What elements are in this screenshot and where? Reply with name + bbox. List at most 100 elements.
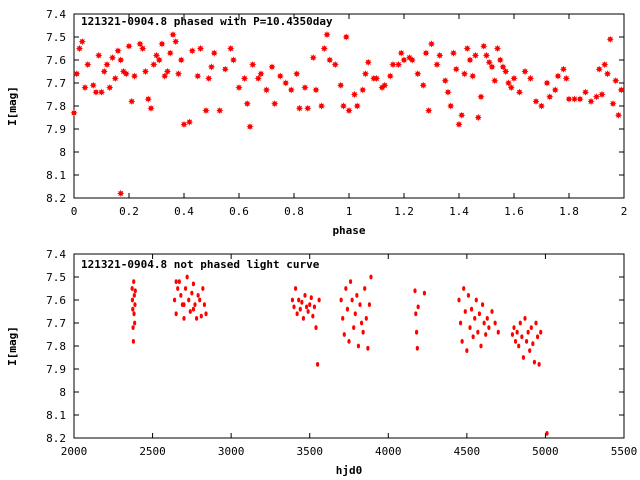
- unphased-data-point: [292, 304, 296, 310]
- unphased-data-point: [315, 362, 320, 367]
- unphased-data-point: [177, 279, 181, 284]
- unphased-data-point: [348, 279, 353, 284]
- unphased-data-point: [194, 316, 199, 321]
- unphased-data-point: [133, 302, 137, 307]
- phased-data-point: [345, 107, 353, 115]
- unphased-data-point: [191, 306, 196, 312]
- unphased-data-point: [493, 320, 497, 326]
- unphased-data-point: [130, 286, 134, 291]
- unphased-data-point: [414, 311, 418, 317]
- unphased-data-point: [308, 302, 312, 307]
- phased-data-point: [95, 51, 103, 59]
- unphased-data-point: [191, 281, 196, 287]
- phased-data-point: [301, 84, 309, 92]
- unphased-data-point: [185, 274, 189, 280]
- phased-x-tick-label: 0.8: [284, 205, 304, 218]
- unphased-data-point: [416, 304, 420, 310]
- unphased-data-point: [131, 306, 135, 312]
- phased-data-point: [331, 61, 339, 69]
- unphased-y-tick-label: 7.6: [46, 294, 66, 307]
- phased-data-point: [169, 31, 177, 39]
- unphased-data-point: [132, 311, 136, 317]
- phased-data-point: [227, 44, 235, 53]
- unphased-x-tick-label: 4500: [454, 445, 481, 458]
- phased-data-point: [570, 95, 579, 103]
- unphased-data-point: [415, 345, 419, 351]
- unphased-tick-labels: 2000 2500 3000 3500 4000 4500 5000 5500 7.4 7.5 7.…: [46, 248, 637, 458]
- phased-data-point: [106, 84, 114, 92]
- unphased-data-point: [468, 325, 472, 330]
- unphased-data-point: [317, 297, 321, 303]
- unphased-y-tick-label: 8.2: [46, 432, 66, 445]
- phased-data-point: [174, 70, 183, 78]
- unphased-data-point: [535, 334, 540, 340]
- unphased-data-point: [487, 325, 491, 330]
- phased-data-point: [117, 56, 125, 64]
- unphased-y-tick-label: 7.7: [46, 317, 66, 330]
- unphased-data-point: [484, 332, 488, 337]
- phased-data-point: [606, 35, 614, 43]
- phased-data-point: [240, 74, 249, 82]
- phased-data-point: [394, 61, 403, 69]
- phased-x-tick-label: 0.4: [174, 205, 194, 218]
- unphased-data-point: [466, 293, 471, 298]
- unphased-data-point: [347, 339, 351, 344]
- phased-data-point: [562, 74, 570, 82]
- phased-data-point: [491, 77, 499, 85]
- unphased-data-point: [358, 302, 362, 307]
- phased-data-point: [216, 107, 224, 115]
- phased-data-point: [141, 67, 150, 76]
- phased-data-point: [257, 70, 265, 78]
- phased-data-point: [73, 70, 81, 78]
- unphased-data-point: [366, 345, 370, 351]
- phased-y-tick-label: 7.6: [46, 54, 66, 67]
- unphased-data-point: [473, 316, 477, 321]
- phased-data-point: [526, 74, 535, 82]
- phased-data-point: [546, 93, 554, 101]
- phased-data-point: [287, 86, 295, 94]
- phased-data-point: [117, 189, 125, 197]
- unphased-data-point: [471, 334, 475, 340]
- unphased-data-point: [187, 297, 191, 303]
- phased-data-point: [262, 86, 271, 94]
- phased-data-point: [510, 74, 518, 82]
- unphased-data-point: [204, 311, 208, 317]
- phased-x-tick-label: 1.2: [394, 205, 414, 218]
- unphased-data-point: [201, 286, 205, 291]
- unphased-data-point: [513, 339, 518, 344]
- phased-data-point: [139, 44, 147, 53]
- unphased-data-point: [463, 309, 467, 314]
- phased-data-point: [504, 79, 513, 87]
- unphased-data-point: [311, 313, 315, 319]
- phased-x-tick-label: 1.6: [504, 205, 524, 218]
- unphased-data-point: [303, 293, 307, 298]
- phased-x-tick-label: 0: [71, 205, 78, 218]
- phased-data-point: [427, 40, 436, 48]
- phased-x-tick-label: 0.6: [229, 205, 249, 218]
- phased-x-tick-label: 1.4: [449, 205, 469, 218]
- unphased-data-point: [199, 313, 203, 319]
- phased-points: [70, 31, 625, 197]
- unphased-data-point: [174, 311, 178, 317]
- unphased-data-point: [353, 311, 357, 317]
- phased-data-point: [114, 47, 122, 55]
- phased-data-point: [386, 72, 394, 80]
- phased-data-point: [521, 67, 529, 76]
- phased-data-point: [207, 63, 216, 71]
- phased-data-point: [282, 79, 290, 87]
- unphased-data-point: [174, 279, 178, 284]
- phased-data-point: [75, 44, 84, 53]
- phased-data-point: [601, 61, 609, 69]
- unphased-data-point: [345, 306, 350, 312]
- unphased-data-point: [520, 334, 524, 340]
- unphased-data-point: [355, 293, 359, 298]
- phased-data-point: [595, 65, 603, 73]
- unphased-data-point: [350, 297, 354, 303]
- phased-data-point: [150, 61, 158, 69]
- phased-data-point: [537, 102, 546, 110]
- phased-data-point: [89, 81, 97, 89]
- phased-data-point: [158, 40, 166, 48]
- phased-data-point: [433, 61, 441, 69]
- unphased-data-point: [469, 306, 474, 312]
- unphased-data-point: [344, 286, 348, 291]
